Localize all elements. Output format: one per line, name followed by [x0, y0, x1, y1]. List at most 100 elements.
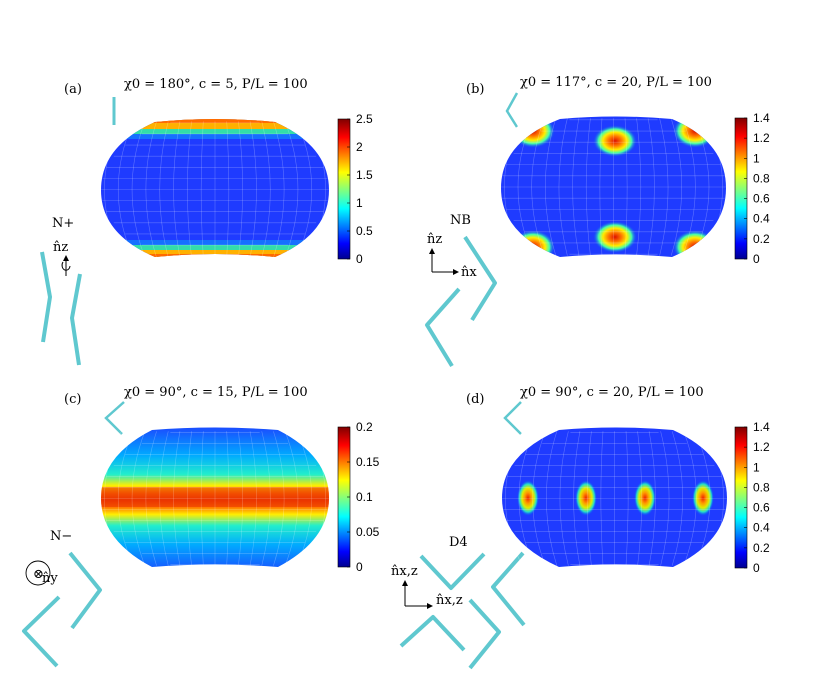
axis-label-ny: n̂y	[42, 571, 58, 586]
colorbar	[734, 117, 748, 260]
molecule-icon	[491, 551, 526, 627]
grid-meridian	[694, 431, 711, 566]
panel-label: (d)	[466, 392, 484, 407]
panel-d: (d) χ0 = 90°, c = 20, P/L = 100 D4 n̂x,z…	[391, 385, 770, 670]
grid-meridian	[518, 431, 535, 566]
phase-label: D4	[449, 535, 468, 550]
axis-label-nz: n̂z	[427, 232, 442, 247]
grid-meridian	[671, 431, 684, 566]
molecule-icon	[40, 251, 52, 343]
grid-meridian	[296, 121, 312, 258]
grid-meridian	[693, 118, 710, 256]
grid-meridian	[238, 431, 243, 566]
colorbar-tick-label: 1.4	[753, 111, 770, 125]
grid-meridian	[586, 431, 592, 566]
colorbar-tick-label: 0.6	[753, 192, 770, 206]
grid-meridian	[261, 431, 271, 566]
colorbar-tick-label: 1	[753, 460, 760, 474]
grid-meridian	[559, 431, 569, 566]
colorbar-tick-label: 0	[753, 252, 760, 266]
grid-meridian	[131, 431, 146, 566]
rotation-arrow-icon	[61, 261, 71, 271]
grid-meridian	[200, 121, 204, 258]
heatmap-b	[501, 116, 726, 257]
grid-meridian	[600, 431, 604, 566]
grid-meridian	[624, 118, 628, 256]
colorbar-tick-label: 0.05	[356, 525, 380, 539]
molecule-icon	[505, 92, 519, 128]
colorbar-tick-label: 0.8	[753, 171, 770, 185]
panel-label: (a)	[64, 82, 82, 97]
phase-label: N−	[50, 529, 72, 544]
colorbar-tick-label: 1.5	[356, 168, 373, 182]
colorbar-tick-label: 1	[753, 151, 760, 165]
grid-d	[502, 431, 727, 566]
grid-meridian	[145, 121, 157, 258]
grid-meridian	[531, 118, 545, 256]
colorbar-ticks: 0 0.2 0.4 0.6 0.8 1 1.2 1.4	[744, 111, 770, 266]
colorbar-tick-label: 0	[753, 561, 760, 575]
molecule-icon	[22, 595, 61, 668]
molecule-icon	[68, 551, 102, 630]
molecule-icon	[104, 401, 125, 435]
grid-meridian	[572, 118, 580, 256]
grid-meridian	[636, 118, 642, 256]
molecule-icon	[468, 598, 501, 670]
panel-a: (a) χ0 = 180°, c = 5, P/L = 100 N+ n̂z 0…	[40, 77, 373, 366]
grid-meridian	[131, 121, 146, 258]
colorbar-tick-label: 0.6	[753, 501, 770, 515]
colorbar-tick-label: 0.2	[753, 541, 770, 555]
heatmap-a	[101, 119, 329, 257]
grid-meridian	[706, 431, 724, 566]
colorbar-tick-label: 1.2	[753, 131, 770, 145]
molecule-icon	[463, 235, 497, 322]
axis-label-nx: n̂x	[461, 265, 477, 280]
grid-meridian	[273, 431, 285, 566]
grid-meridian	[173, 431, 181, 566]
colorbar-ticks: 0 0.05 0.1 0.15 0.2	[347, 420, 380, 574]
colorbar-ticks: 0 0.2 0.4 0.6 0.8 1 1.2 1.4	[744, 420, 770, 575]
grid-meridian	[573, 431, 581, 566]
grid-meridian	[558, 118, 568, 256]
into-page-icon: ⊗	[33, 567, 44, 582]
panel-c: (c) χ0 = 90°, c = 15, P/L = 100 N− ⊗ n̂y…	[22, 385, 380, 668]
colorbar-tick-label: 0	[356, 560, 363, 574]
grid-meridian	[226, 431, 230, 566]
grid-meridian	[625, 431, 629, 566]
grid-meridian	[159, 431, 169, 566]
grid-meridian	[200, 431, 204, 566]
grid-meridian	[249, 121, 257, 258]
grid-meridian	[117, 431, 134, 566]
panel-label: (b)	[466, 82, 484, 97]
grid-meridian	[637, 431, 643, 566]
grid-meridian	[284, 431, 299, 566]
grid-meridian	[249, 431, 257, 566]
panel-label: (c)	[64, 392, 81, 407]
grid-meridian	[118, 121, 134, 258]
molecule-icon	[399, 615, 466, 652]
grid-meridian	[261, 121, 271, 258]
grid-a	[101, 121, 329, 258]
colorbar-ticks: 0 0.5 1 1.5 2 2.5	[347, 112, 373, 266]
grid-b	[501, 118, 726, 256]
axis-label-nxz: n̂x,z	[391, 564, 418, 579]
colorbar-tick-label: 0	[356, 252, 363, 266]
grid-meridian	[599, 118, 603, 256]
grid-meridian	[145, 431, 157, 566]
grid-meridian	[273, 121, 285, 258]
grid-meridian	[683, 431, 697, 566]
phase-label: N+	[52, 216, 74, 231]
grid-meridian	[517, 118, 534, 256]
heatmap-c	[101, 427, 329, 567]
grid-meridian	[308, 431, 326, 566]
colorbar-tick-label: 0.4	[753, 521, 770, 535]
panel-title: χ0 = 180°, c = 5, P/L = 100	[124, 77, 308, 92]
grid-meridian	[647, 118, 655, 256]
grid-meridian	[173, 121, 181, 258]
grid-meridian	[187, 431, 192, 566]
colorbar-tick-label: 0.4	[753, 212, 770, 226]
molecule-icon	[70, 273, 82, 366]
grid-meridian	[659, 118, 669, 256]
phase-label: NB	[450, 213, 471, 228]
panel-title: χ0 = 117°, c = 20, P/L = 100	[520, 75, 712, 90]
